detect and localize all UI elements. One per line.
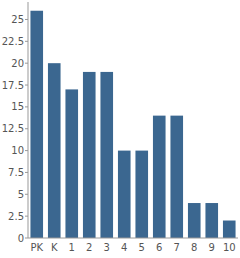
bar (135, 151, 148, 238)
x-tick-label: 3 (104, 242, 110, 253)
x-axis (28, 238, 238, 239)
x-tick-label: 7 (174, 242, 180, 253)
y-tick-label: 17.5 (2, 80, 24, 91)
x-tick-label: 2 (86, 242, 92, 253)
y-tick-label: 12.5 (2, 123, 24, 134)
y-tick-label: 25 (11, 14, 24, 25)
y-tick-label: 5 (18, 189, 24, 200)
bar (188, 203, 201, 238)
bar (65, 89, 78, 238)
x-tick-label: 1 (69, 242, 75, 253)
bar (205, 203, 218, 238)
x-tick-label: 5 (139, 242, 145, 253)
y-tick-label: 22.5 (2, 36, 24, 47)
bar (48, 63, 61, 238)
bar (100, 72, 113, 238)
x-tick-label: PK (30, 242, 43, 253)
x-tick-label: K (51, 242, 58, 253)
bar (170, 116, 183, 238)
bar (83, 72, 96, 238)
y-tick-label: 20 (11, 58, 24, 69)
y-tick-label: 15 (11, 101, 24, 112)
y-tick-label: 2.5 (8, 211, 24, 222)
y-tick-label: 0 (18, 233, 24, 244)
x-tick-label: 4 (121, 242, 127, 253)
bars (30, 11, 235, 238)
x-tick-label: 9 (209, 242, 215, 253)
y-tick-label: 7.5 (8, 167, 24, 178)
bar (30, 11, 43, 238)
y-tick-label: 10 (11, 145, 24, 156)
chart-svg: 02.557.51012.51517.52022.525PKK123456789… (0, 0, 240, 258)
bar (118, 151, 131, 238)
y-axis (28, 2, 29, 238)
x-tick-label: 10 (223, 242, 236, 253)
x-tick-label: 6 (156, 242, 162, 253)
chart-container: 02.557.51012.51517.52022.525PKK123456789… (0, 0, 240, 258)
bar (223, 221, 236, 238)
bar (153, 116, 166, 238)
x-tick-label: 8 (191, 242, 197, 253)
